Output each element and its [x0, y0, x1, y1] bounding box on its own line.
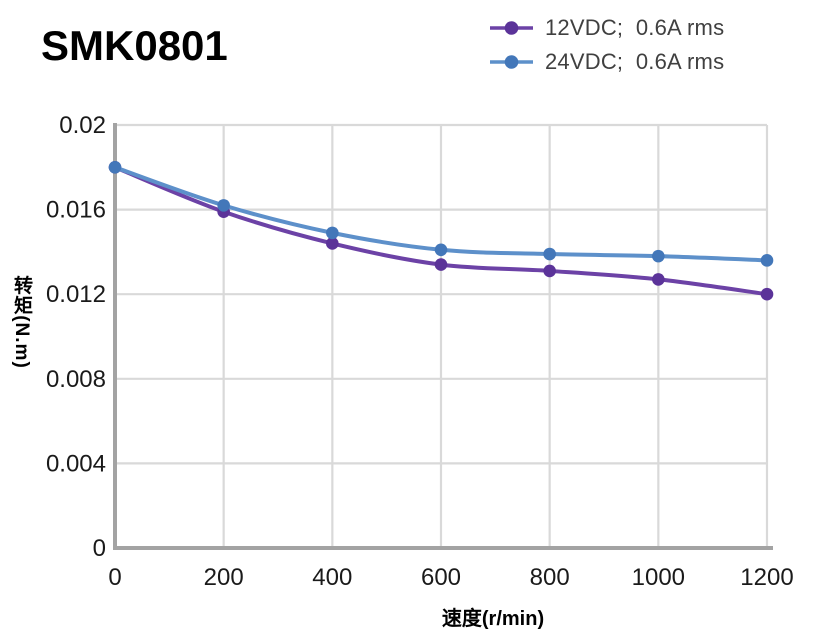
x-tick-label: 600 — [421, 564, 461, 591]
x-axis-label: 速度(r/min) — [441, 608, 545, 630]
data-point-24vdc — [108, 161, 122, 174]
data-point-12vdc — [434, 258, 448, 271]
legend-marker-icon — [504, 20, 519, 35]
y-tick-label: 0.02 — [59, 112, 106, 139]
data-point-12vdc — [760, 287, 774, 301]
legend-marker-icon — [504, 54, 519, 69]
y-tick-label: 0 — [93, 535, 106, 562]
legend-swatch-12vdc — [490, 20, 533, 35]
data-point-24vdc — [434, 243, 448, 257]
y-tick-label: 0.016 — [46, 197, 106, 224]
legend-label-12vdc: 12VDC; 0.6A rms — [545, 14, 725, 40]
data-point-24vdc — [760, 254, 774, 267]
y-tick-label: 0.004 — [46, 450, 106, 477]
x-tick-label: 1200 — [740, 564, 793, 591]
data-point-24vdc — [217, 199, 230, 212]
data-point-12vdc — [326, 237, 339, 250]
legend-swatch-24vdc — [490, 54, 533, 69]
y-tick-label: 0.008 — [46, 366, 106, 393]
data-point-24vdc — [326, 226, 339, 240]
y-axis-label: 转矩(N.m) — [11, 275, 32, 369]
legend-label-24vdc: 24VDC; 0.6A rms — [545, 48, 725, 74]
data-point-24vdc — [543, 247, 556, 261]
x-tick-label: 400 — [312, 564, 352, 591]
data-point-12vdc — [652, 273, 665, 286]
legend-item-12vdc: 12VDC; 0.6A rms — [489, 13, 724, 42]
x-tick-label: 200 — [204, 564, 244, 591]
x-tick-label: 800 — [530, 564, 570, 591]
legend-item-24vdc: 24VDC; 0.6A rms — [489, 47, 724, 76]
data-point-24vdc — [652, 249, 665, 263]
legend: 12VDC; 0.6A rms 24VDC; 0.6A rms — [489, 13, 724, 76]
chart-title: SMK0801 — [41, 22, 228, 69]
y-tick-label: 0.012 — [46, 281, 106, 308]
data-point-12vdc — [543, 264, 556, 278]
x-tick-label: 0 — [108, 564, 121, 591]
x-tick-label: 1000 — [632, 564, 685, 591]
